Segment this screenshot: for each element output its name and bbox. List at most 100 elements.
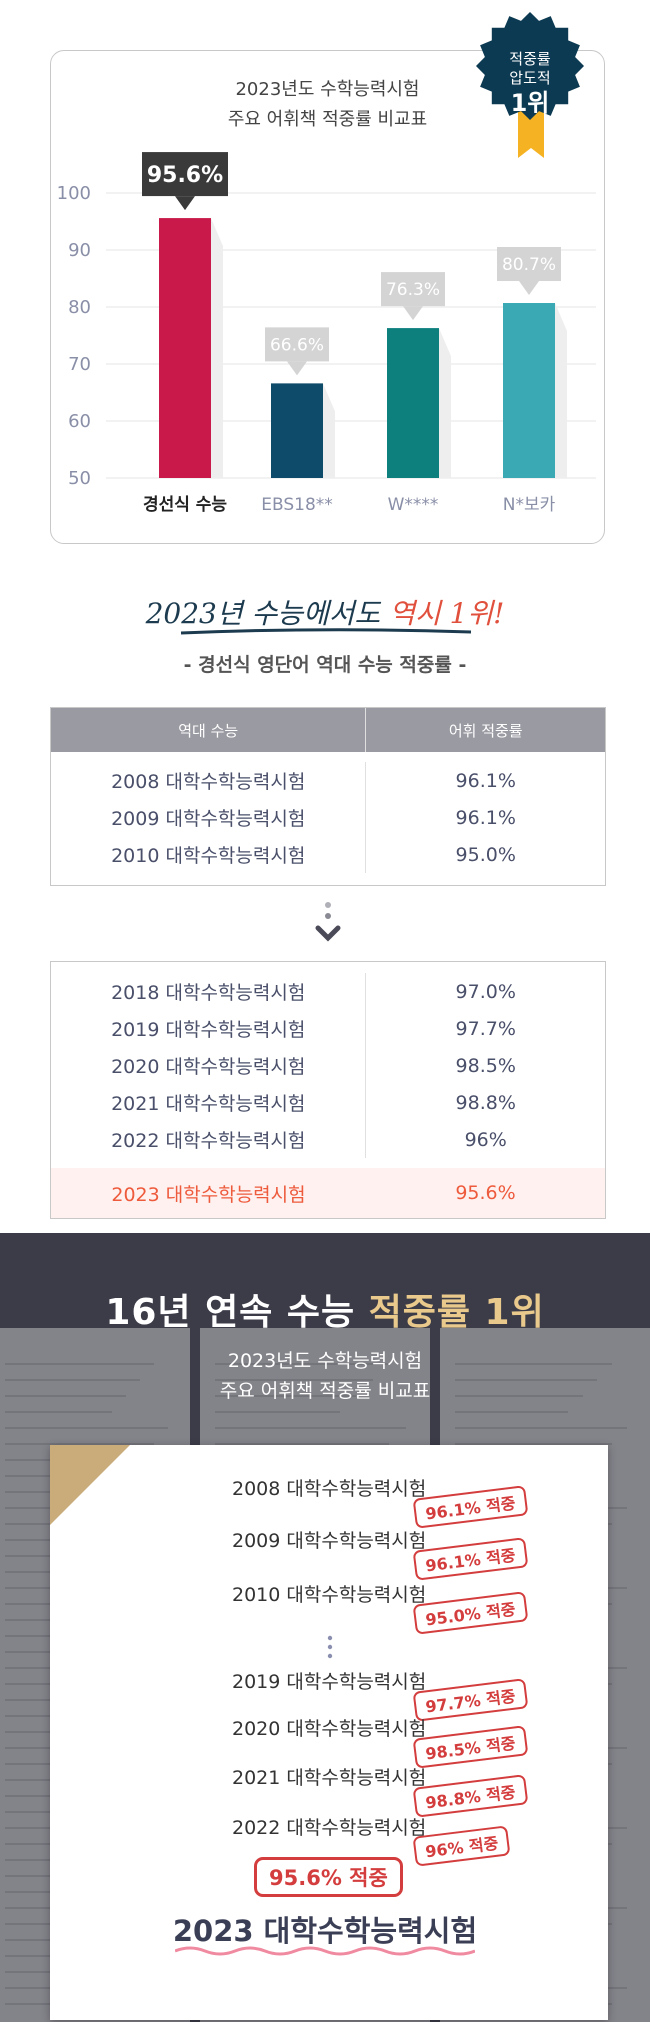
row-rate: 96.1% (455, 769, 516, 792)
value-label: 76.3% (386, 280, 440, 300)
stamp-row: 2021 대학수학능력시험 98.8% 적중 (182, 1763, 602, 1818)
stamp-badge: 96.1% 적중 (412, 1485, 528, 1529)
row-exam: 2018 대학수학능력시험 (51, 973, 367, 1010)
row-exam: 2019 대학수학능력시험 (51, 1010, 367, 1047)
final-stamp: 95.6% 적중 (254, 1857, 403, 1897)
table-row-highlight: 2023 대학수학능력시험 95.6% (51, 1168, 605, 1218)
table-row: 2020 대학수학능력시험 98.5% (51, 1047, 605, 1084)
slogan-main: 2023년 수능에서도 (145, 597, 390, 630)
badge-line2: 압도적 (509, 69, 551, 87)
header-exam: 역대 수능 (51, 708, 367, 752)
bar-shadow (439, 328, 451, 478)
x-tick-label: EBS18** (261, 495, 333, 515)
row-exam: 2008 대학수학능력시험 (51, 762, 367, 799)
slogan-highlight: 역시 1위! (389, 597, 505, 630)
stamp-exam: 2022 대학수학능력시험 (232, 1817, 427, 1839)
stamp-row: 2009 대학수학능력시험 96.1% 적중 (182, 1526, 602, 1581)
stamp-exam: 2010 대학수학능력시험 (232, 1584, 427, 1606)
accuracy-table-bottom: 2018 대학수학능력시험 97.0% 2019 대학수학능력시험 97.7% … (50, 961, 606, 1219)
row-rate: 96.1% (455, 806, 516, 829)
stamp-row: 2008 대학수학능력시험 96.1% 적중 (182, 1474, 602, 1529)
stamp-row: 2020 대학수학능력시험 98.5% 적중 (182, 1714, 602, 1769)
row-exam: 2009 대학수학능력시험 (51, 799, 367, 836)
y-tick-label: 70 (68, 354, 91, 375)
stamp-exam: 2009 대학수학능력시험 (232, 1530, 427, 1552)
row-rate: 95.6% (455, 1182, 516, 1204)
row-exam: 2010 대학수학능력시험 (51, 836, 367, 873)
accuracy-table-top: 역대 수능 어휘 적중률 2008 대학수학능력시험 96.1% 2009 대학… (50, 707, 606, 886)
section-subtitle: - 경선식 영단어 역대 수능 적중률 - (183, 654, 467, 676)
chart-card: 50 60 70 80 90 100 95.6% 경선식 수능 66.6% EBS18** 76.3… (50, 50, 605, 544)
x-tick-label: N*보카 (503, 495, 556, 515)
chart-title-line2: 주요 어휘책 적중률 비교표 (227, 109, 428, 130)
row-exam: 2021 대학수학능력시험 (51, 1084, 367, 1121)
table-row: 2019 대학수학능력시험 97.7% (51, 1010, 605, 1047)
value-label: 80.7% (502, 255, 556, 275)
badge-line3: 1위 (510, 89, 550, 117)
row-rate: 95.0% (455, 843, 516, 866)
chevron-down-icon (315, 902, 341, 942)
row-exam: 2020 대학수학능력시험 (51, 1047, 367, 1084)
stamp-badge: 96% 적중 (412, 1825, 511, 1867)
dark-heading-main: 16년 연속 수능 (105, 1292, 369, 1333)
slogan: 2023년 수능에서도 역시 1위! (0, 592, 650, 632)
rank-badge-icon (476, 12, 584, 158)
dark-heading: 16년 연속 수능 적중률 1위 (0, 1283, 650, 1335)
bar-shadow (323, 383, 335, 478)
stamp-badge: 98.8% 적중 (412, 1774, 528, 1818)
chart-title: 2023년도 수학능력시험 주요 어휘책 적중률 비교표 (51, 75, 604, 135)
stamp-exam: 2021 대학수학능력시험 (232, 1767, 427, 1789)
table-row: 2022 대학수학능력시험 96% (51, 1121, 605, 1158)
value-label-box (265, 327, 329, 362)
chart-title-line1: 2023년도 수학능력시험 (235, 79, 420, 100)
stamp-badge: 96.1% 적중 (412, 1537, 528, 1581)
final-exam-title: 2023 대학수학능력시험 (172, 1914, 478, 1948)
bar-shadow (211, 218, 223, 478)
header-rate: 어휘 적중률 (448, 721, 523, 740)
dark-heading-gold: 적중률 1위 (368, 1292, 545, 1333)
value-label-box (142, 152, 228, 197)
x-tick-label: 경선식 수능 (143, 495, 227, 515)
badge-line1: 적중률 (509, 50, 551, 68)
value-label-pointer (287, 361, 307, 376)
table-row: 2010 대학수학능력시험 95.0% (51, 836, 605, 873)
row-rate: 98.5% (455, 1054, 516, 1077)
stamp-exam: 2019 대학수학능력시험 (232, 1671, 427, 1693)
dark-sub-line1: 2023년도 수학능력시험 (227, 1350, 423, 1372)
value-label: 66.6% (270, 335, 324, 355)
table-row: 2018 대학수학능력시험 97.0% (51, 973, 605, 1010)
y-tick-label: 80 (68, 297, 91, 318)
bar-shadow (555, 303, 567, 478)
x-tick-label: W**** (388, 495, 439, 515)
ellipsis-vertical-icon (327, 1635, 333, 1659)
value-label-box (381, 272, 445, 307)
table-row: 2008 대학수학능력시험 96.1% (51, 762, 605, 799)
row-rate: 98.8% (455, 1091, 516, 1114)
wave-underline (175, 1946, 475, 1956)
bar (503, 303, 555, 478)
value-label-pointer (519, 281, 539, 296)
bar (387, 328, 439, 478)
y-tick-label: 60 (68, 411, 91, 432)
stamp-exam: 2008 대학수학능력시험 (232, 1478, 427, 1500)
corner-fold-icon (50, 1445, 130, 1525)
row-rate: 97.7% (455, 1017, 516, 1040)
bar (271, 383, 323, 478)
dark-subtitle: 2023년도 수학능력시험 주요 어휘책 적중률 비교표 (0, 1346, 650, 1406)
value-label-box (497, 247, 561, 282)
table-row: 2021 대학수학능력시험 98.8% (51, 1084, 605, 1121)
table-row: 2009 대학수학능력시험 96.1% (51, 799, 605, 836)
dark-sub-line2: 주요 어휘책 적중률 비교표 (219, 1380, 431, 1402)
stamp-row: 2022 대학수학능력시험 96% 적중 (182, 1813, 602, 1867)
value-label-pointer (175, 196, 195, 211)
slogan-underline (180, 628, 472, 635)
value-label: 95.6% (147, 163, 223, 188)
value-label-pointer (403, 306, 423, 321)
stamp-badge: 95.0% 적중 (412, 1591, 528, 1635)
bar (159, 218, 211, 478)
row-rate: 97.0% (455, 980, 516, 1003)
stamp-exam: 2020 대학수학능력시험 (232, 1718, 427, 1740)
stamp-row: 2010 대학수학능력시험 95.0% 적중 (182, 1580, 602, 1635)
stamp-row: 2019 대학수학능력시험 97.7% 적중 (182, 1667, 602, 1722)
row-exam: 2022 대학수학능력시험 (51, 1121, 367, 1158)
